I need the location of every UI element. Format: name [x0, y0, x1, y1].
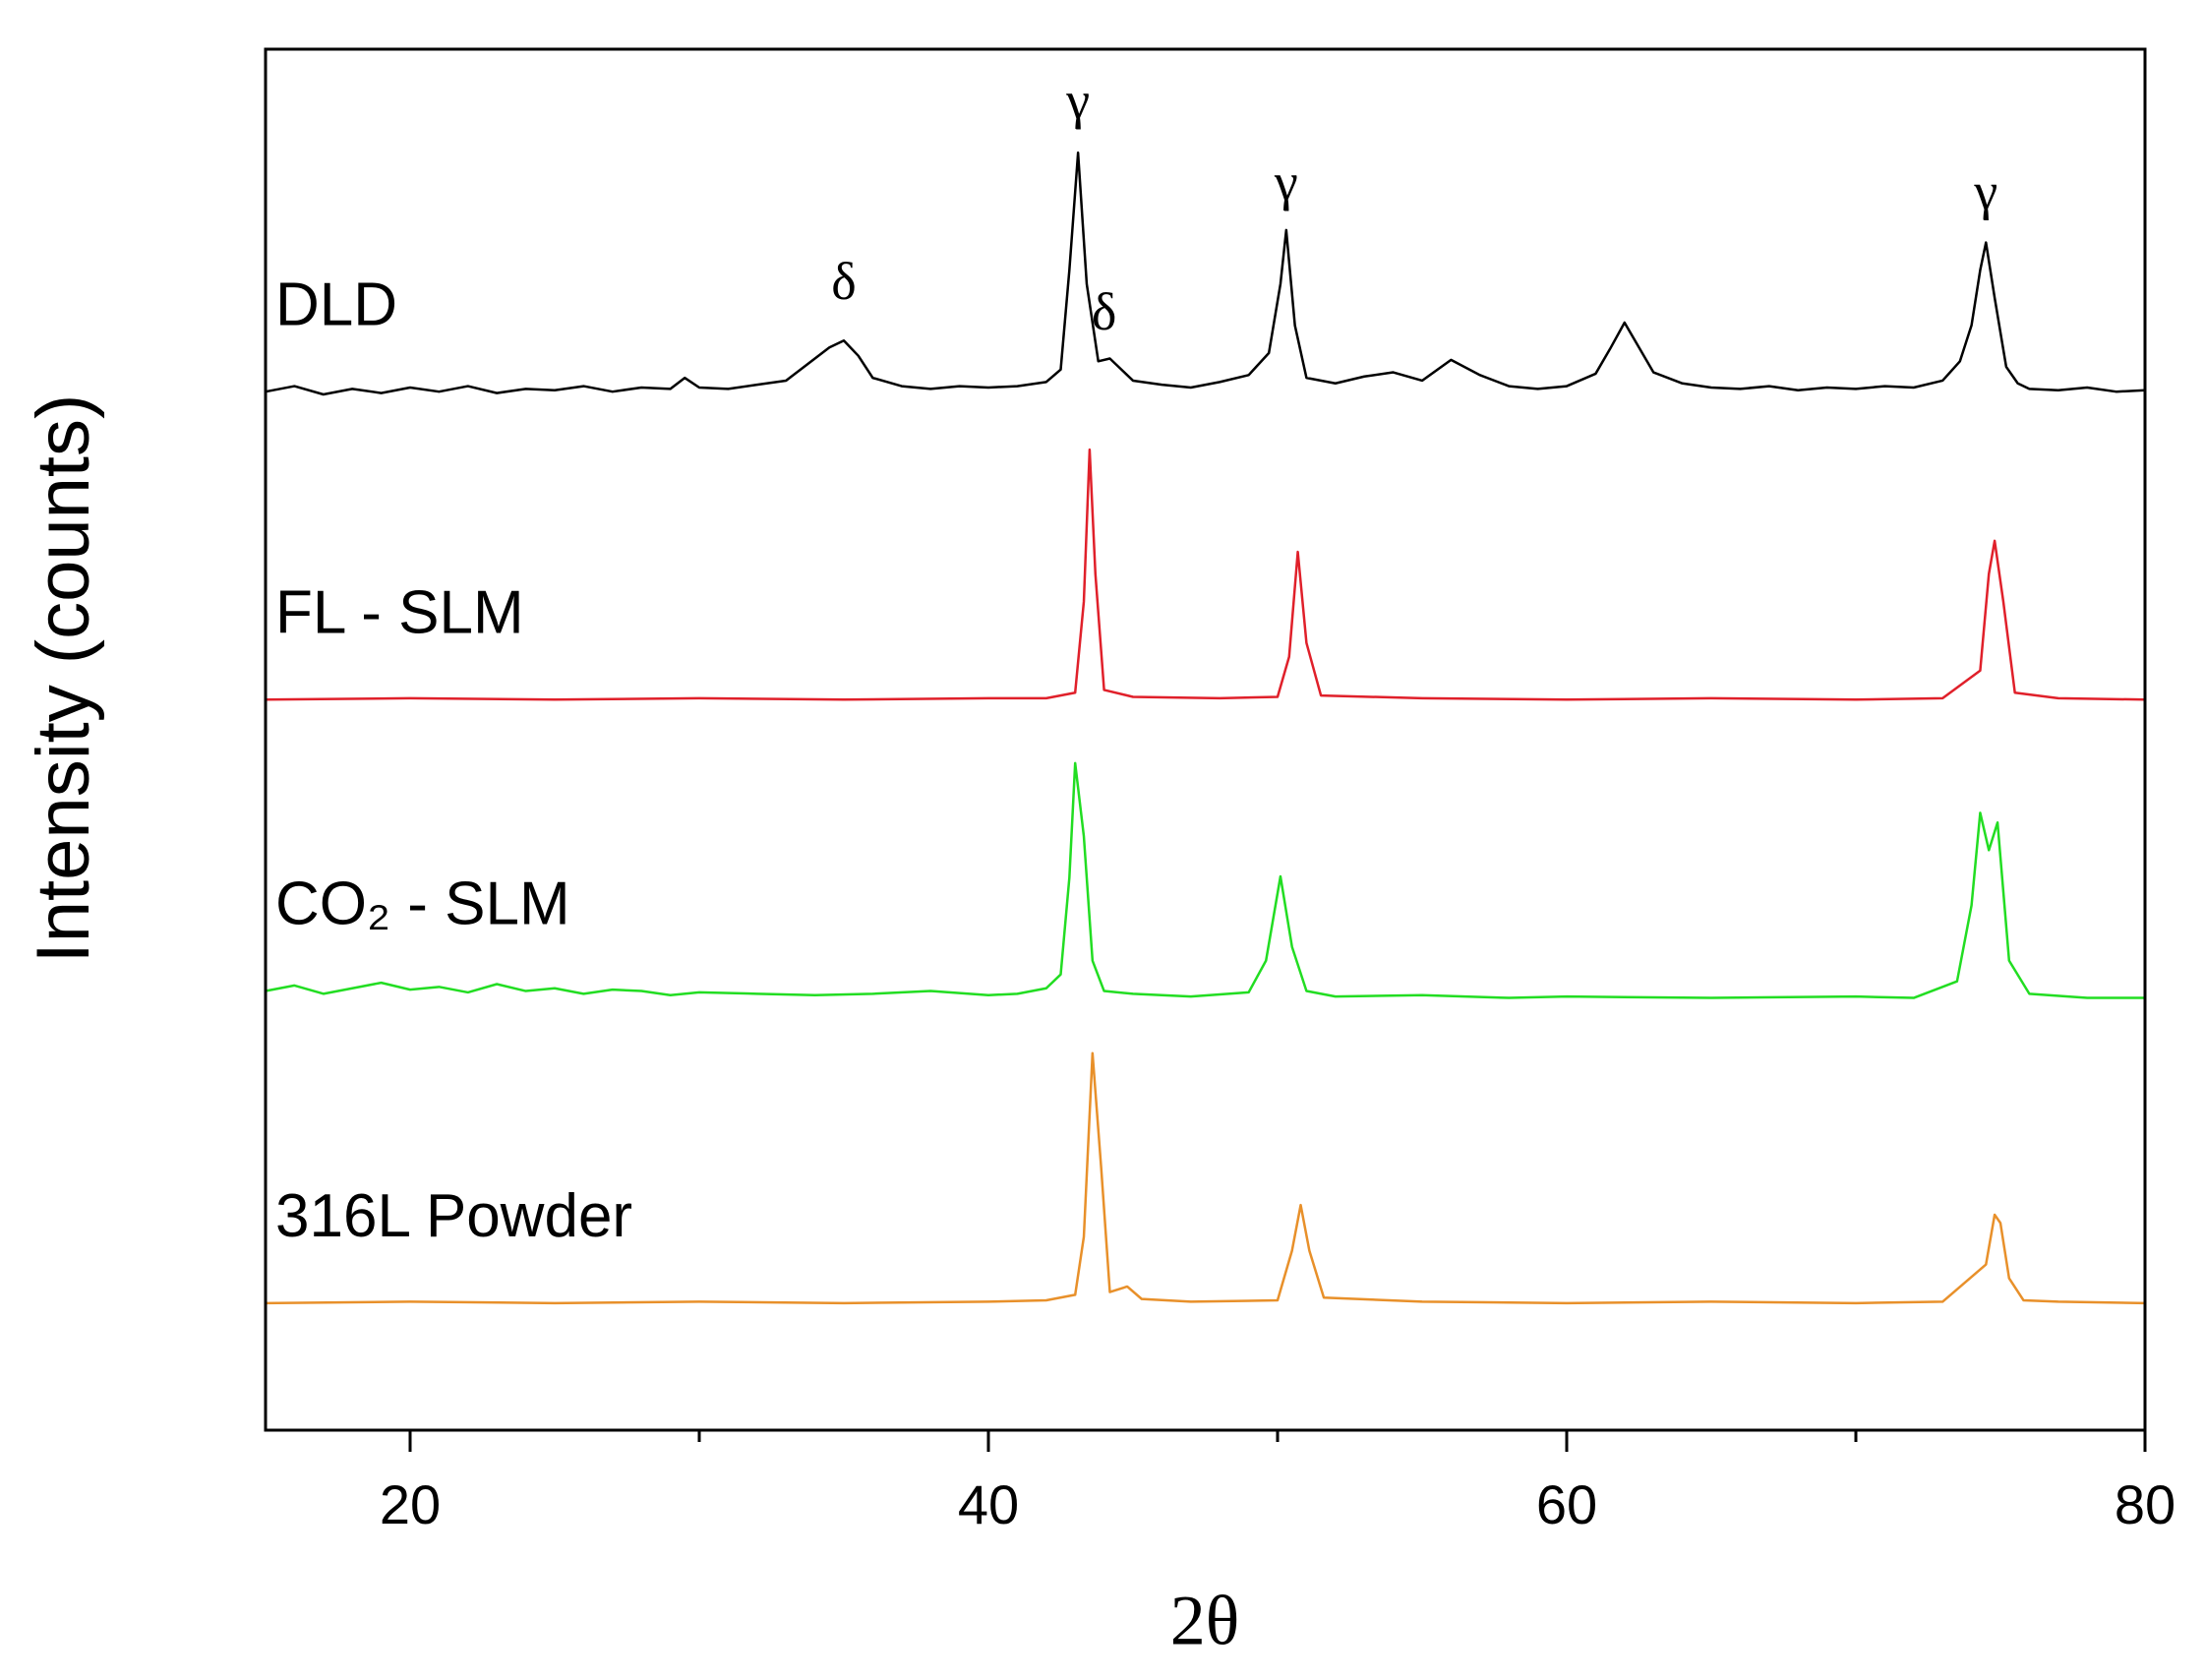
- peak-annotation: γ: [1065, 71, 1090, 130]
- xrd-pattern: [265, 151, 2146, 396]
- peak-annotation: γ: [1973, 162, 1997, 221]
- plot-frame: [264, 47, 2147, 1432]
- x-tick-label: 20: [380, 1473, 441, 1535]
- series-label: FL - SLM: [275, 578, 524, 646]
- xrd-pattern: [265, 761, 2145, 999]
- peak-annotation: δ: [1092, 282, 1116, 341]
- series-label: DLD: [275, 270, 397, 338]
- xrd-pattern: [265, 448, 2146, 701]
- peak-annotation: γ: [1274, 152, 1298, 211]
- x-tick-label: 60: [1536, 1473, 1597, 1535]
- xrd-pattern: [265, 1051, 2146, 1305]
- x-tick-label: 40: [958, 1473, 1019, 1535]
- y-axis-title: Intensity (counts): [22, 394, 105, 964]
- x-axis-title: 2θ: [1170, 1582, 1240, 1660]
- series-label: CO₂ - SLM: [275, 870, 570, 938]
- x-tick-label: 80: [2115, 1473, 2175, 1535]
- series-label: 316L Powder: [275, 1182, 632, 1250]
- peak-annotation: δ: [831, 252, 856, 311]
